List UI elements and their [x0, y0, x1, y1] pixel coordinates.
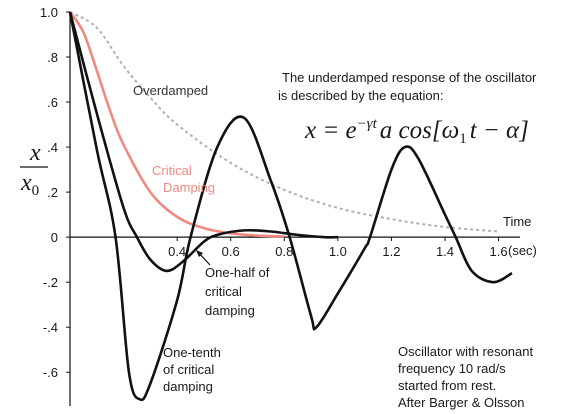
series-line: [68, 11, 338, 273]
series-label: Overdamped: [133, 83, 208, 98]
x-tick-label: 1.0: [329, 244, 347, 259]
eq-part: t − α]: [470, 117, 529, 144]
series-label: damping: [163, 379, 213, 394]
series-label: critical: [205, 284, 242, 299]
eq-part: a cos[ω: [380, 117, 459, 144]
x-label-unit: (sec): [508, 243, 537, 258]
series-label: damping: [205, 303, 255, 318]
description: The underdamped response of the oscillat…: [282, 70, 537, 85]
y-tick-label: .8: [47, 50, 58, 65]
series-line: [68, 11, 513, 402]
y-label-sub: 0: [32, 183, 40, 199]
y-tick-label: -.2: [43, 275, 58, 290]
note: frequency 10 rad/s: [398, 361, 506, 376]
y-tick-label: -.6: [43, 365, 58, 380]
y-tick-label: .2: [47, 185, 58, 200]
y-label-denominator: x0: [20, 170, 39, 199]
equation: x = e−γt a cos[ω1 t − α]: [304, 116, 529, 147]
curves: [68, 11, 513, 402]
eq-sub: 1: [459, 131, 467, 147]
y-tick-label: 0: [51, 230, 58, 245]
series-label: Critical: [152, 163, 192, 178]
x-label: Time: [503, 214, 531, 229]
y-tick-label: .4: [47, 140, 58, 155]
eq-exp: −γt: [357, 116, 378, 132]
series-label: One-tenth: [163, 345, 221, 360]
y-label-denominator-x: x: [20, 170, 32, 196]
y-tick-label: 1.0: [40, 5, 58, 20]
series-label: Damping: [163, 180, 215, 195]
series-label: One-half of: [205, 265, 270, 280]
y-tick-label: -.4: [43, 320, 58, 335]
x-tick-label: 1.4: [436, 244, 454, 259]
eq-part: x = e: [304, 117, 357, 144]
note: After Barger & Olsson: [398, 395, 524, 410]
series-line: [68, 11, 285, 238]
x-tick-label: 1.2: [382, 244, 400, 259]
note: Oscillator with resonant: [398, 344, 533, 359]
x-tick-label: 0.8: [275, 244, 293, 259]
x-tick-label: 0.4: [168, 244, 186, 259]
note: started from rest.: [398, 378, 496, 393]
x-tick-label: 0.6: [222, 244, 240, 259]
arrow-head: [196, 250, 203, 257]
series-label: of critical: [163, 362, 214, 377]
axes: 1.0 .8 .6 .4 .2 0 -.2 -.4 -.6 0.4 0.6 0.8 1.0 1.2 1.4 1…: [40, 5, 520, 406]
y-tick-label: .6: [47, 95, 58, 110]
description: is described by the equation:: [278, 88, 444, 103]
series-line: [69, 11, 499, 233]
y-label-numerator: x: [29, 140, 41, 166]
x-tick-label: 1.6: [490, 244, 508, 259]
